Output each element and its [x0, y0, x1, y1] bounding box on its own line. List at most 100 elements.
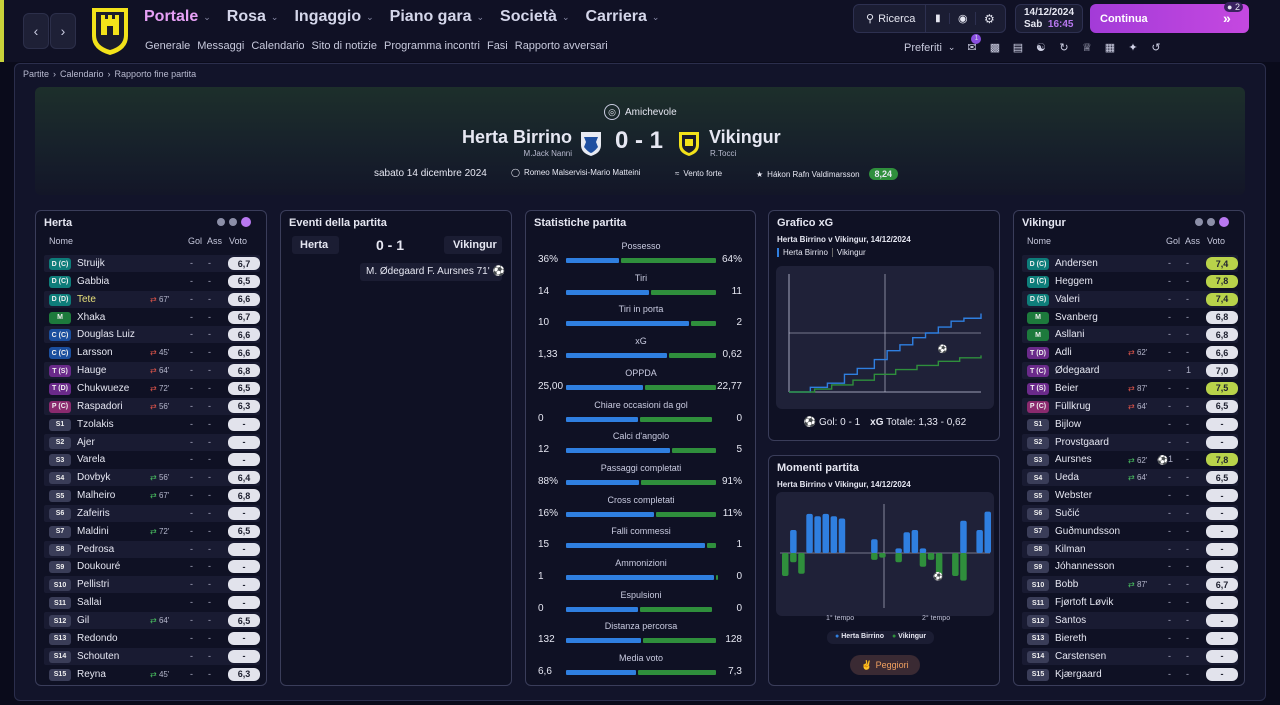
col-goals[interactable]: Gol	[1166, 236, 1181, 246]
menu-item[interactable]: Società ⌄	[500, 8, 570, 25]
submenu-item[interactable]: Calendario	[251, 40, 305, 52]
col-name[interactable]: Nome	[49, 236, 74, 246]
player-name[interactable]: Malheiro	[77, 490, 116, 502]
continue-button[interactable]: Continua »	[1090, 4, 1249, 33]
home-team-name[interactable]: Herta Birrino	[461, 127, 572, 147]
player-row[interactable]: S11 Sallai - - -	[44, 594, 260, 611]
menu-item[interactable]: Ingaggio ⌄	[294, 8, 374, 25]
trophy-shortcut[interactable]: ♕	[1080, 41, 1093, 54]
pager-dot[interactable]	[217, 218, 225, 226]
col-rating[interactable]: Voto	[229, 236, 248, 246]
menu-item[interactable]: Portale ⌄	[144, 8, 211, 25]
player-row[interactable]: S5 Malheiro ⇄ 67' - - 6,8	[44, 487, 260, 504]
home-manager[interactable]: M.Jack Nanni	[523, 149, 572, 158]
breadcrumb-item[interactable]: Partite	[23, 69, 50, 79]
player-name[interactable]: Ajer	[77, 436, 95, 448]
player-name[interactable]: Adli	[1055, 347, 1072, 359]
player-row[interactable]: M Xhaka - - 6,7	[44, 309, 260, 326]
panel-pager[interactable]	[217, 217, 251, 227]
player-row[interactable]: S8 Pedrosa - - -	[44, 540, 260, 558]
player-row[interactable]: S12 Gil ⇄ 64' - - 6,5	[44, 612, 260, 629]
player-row[interactable]: S3 Varela - - -	[44, 451, 260, 468]
club-crest-logo[interactable]	[90, 6, 130, 56]
player-row[interactable]: C (C) Larsson ⇄ 45' - - 6,6	[44, 344, 260, 361]
player-row[interactable]: C (C) Douglas Luiz - - 6,6	[44, 326, 260, 344]
player-row[interactable]: D (S) Valeri - - 7,4	[1022, 290, 1238, 308]
transfer-shortcut[interactable]: ↻	[1057, 41, 1070, 54]
player-name[interactable]: Hauge	[77, 365, 107, 377]
player-row[interactable]: S6 Zafeiris - - -	[44, 504, 260, 522]
player-row[interactable]: P (C) Raspadori ⇄ 56' - - 6,3	[44, 397, 260, 415]
settings-button[interactable]: ⚙	[976, 12, 1002, 26]
player-name[interactable]: Asllani	[1055, 329, 1085, 341]
player-name[interactable]: Biereth	[1055, 632, 1087, 644]
pager-dot[interactable]	[229, 218, 237, 226]
player-row[interactable]: D (C) Andersen - - 7,4	[1022, 255, 1238, 272]
submenu-item[interactable]: Programma incontri	[383, 40, 480, 52]
col-assists[interactable]: Ass	[1185, 236, 1201, 246]
col-assists[interactable]: Ass	[207, 236, 223, 246]
player-name[interactable]: Ødegaard	[1055, 365, 1100, 377]
away-manager[interactable]: R.Tocci	[710, 149, 737, 158]
player-name[interactable]: Bobb	[1055, 579, 1079, 591]
player-row[interactable]: T (C) Ødegaard - 1 7,0	[1022, 362, 1238, 380]
shirt-shortcut[interactable]: ▩	[988, 41, 1001, 54]
player-row[interactable]: S10 Bobb ⇄ 87' - - 6,7	[1022, 576, 1238, 594]
history-shortcut[interactable]: ↺	[1149, 41, 1162, 54]
player-row[interactable]: S12 Santos - - -	[1022, 612, 1238, 629]
player-name[interactable]: Struijk	[77, 258, 105, 269]
player-row[interactable]: T (D) Adli ⇄ 62' - - 6,6	[1022, 344, 1238, 361]
player-name[interactable]: Tzolakis	[77, 418, 114, 430]
back-button[interactable]: ‹	[23, 13, 49, 49]
player-row[interactable]: S15 Reyna ⇄ 45' - - 6,3	[44, 666, 260, 683]
player-name[interactable]: Gabbia	[77, 275, 110, 287]
player-row[interactable]: S9 Doukouré - - -	[44, 558, 260, 575]
player-name[interactable]: Webster	[1055, 490, 1093, 502]
breadcrumb-item[interactable]: Calendario	[60, 69, 104, 79]
player-name[interactable]: Andersen	[1055, 258, 1098, 269]
col-rating[interactable]: Voto	[1207, 236, 1226, 246]
player-name[interactable]: Raspadori	[77, 400, 123, 412]
clipboard-shortcut[interactable]: ▤	[1011, 41, 1024, 54]
player-name[interactable]: Provstgaard	[1055, 436, 1109, 448]
tactics-shortcut[interactable]: ☯	[1034, 41, 1047, 54]
player-row[interactable]: S5 Webster - - -	[1022, 487, 1238, 504]
event-item-goal[interactable]: M. Ødegaard F. Aursnes 71' ⚽	[360, 263, 505, 281]
player-row[interactable]: D (C) Heggem - - 7,8	[1022, 273, 1238, 290]
calendar-shortcut[interactable]: ▦	[1103, 41, 1116, 54]
player-row[interactable]: S7 Maldini ⇄ 72' - - 6,5	[44, 523, 260, 540]
player-row[interactable]: S8 Kilman - - -	[1022, 540, 1238, 558]
player-row[interactable]: S13 Redondo - - -	[44, 630, 260, 647]
player-name[interactable]: Varela	[77, 454, 106, 466]
submenu-item[interactable]: Sito di notizie	[311, 40, 377, 52]
player-name[interactable]: Fjørtoft Løvik	[1055, 597, 1114, 609]
player-name[interactable]: Larsson	[77, 347, 113, 359]
submenu-item[interactable]: Rapporto avversari	[514, 40, 608, 52]
player-row[interactable]: S1 Bijlow - - -	[1022, 416, 1238, 433]
player-name[interactable]: Maldini	[77, 525, 109, 537]
inbox-shortcut[interactable]: ✉ 1	[965, 34, 982, 54]
player-name[interactable]: Douglas Luiz	[77, 329, 135, 341]
player-row[interactable]: T (S) Hauge ⇄ 64' - - 6,8	[44, 362, 260, 380]
away-team-name[interactable]: Vikingur	[709, 127, 781, 147]
player-row[interactable]: S13 Biereth - - -	[1022, 630, 1238, 647]
player-name[interactable]: Bijlow	[1055, 418, 1082, 430]
submenu-item[interactable]: Fasi	[486, 40, 508, 52]
submenu-item[interactable]: Generale	[145, 40, 191, 52]
player-row[interactable]: S2 Provstgaard - - -	[1022, 433, 1238, 451]
player-name[interactable]: Tete	[77, 293, 96, 305]
scouting-shortcut[interactable]: ✦	[1126, 41, 1139, 54]
player-name[interactable]: Jóhannesson	[1055, 561, 1115, 573]
pager-dot-active[interactable]	[241, 217, 251, 227]
player-of-match[interactable]: ★ Hákon Rafn Valdimarsson 8,24	[756, 168, 899, 180]
player-name[interactable]: Santos	[1055, 615, 1087, 626]
player-name[interactable]: Sučić	[1055, 507, 1080, 519]
player-row[interactable]: S4 Ueda ⇄ 64' - - 6,5	[1022, 469, 1238, 487]
player-name[interactable]: Valeri	[1055, 293, 1080, 305]
favorites-dropdown[interactable]: Preferiti ⌄	[904, 41, 956, 54]
player-name[interactable]: Doukouré	[77, 561, 121, 573]
player-name[interactable]: Heggem	[1055, 275, 1093, 287]
col-goals[interactable]: Gol	[188, 236, 203, 246]
player-row[interactable]: S2 Ajer - - -	[44, 433, 260, 451]
pager-dot-active[interactable]	[1219, 217, 1229, 227]
